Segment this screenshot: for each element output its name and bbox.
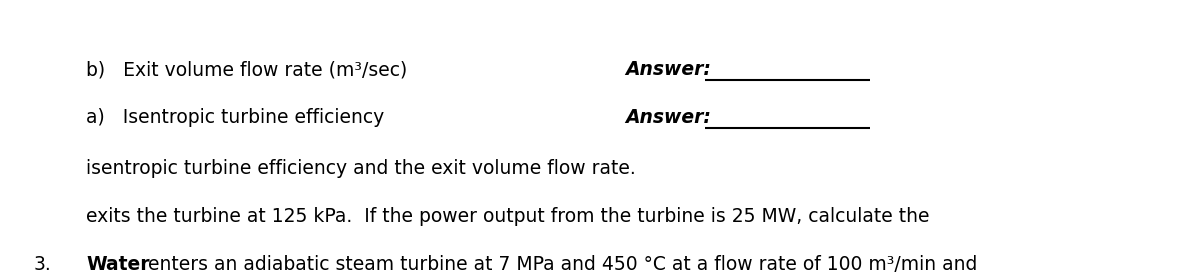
Text: 3.: 3. (34, 255, 52, 274)
Text: Answer:: Answer: (625, 60, 710, 79)
Text: enters an adiabatic steam turbine at 7 MPa and 450 °C at a flow rate of 100 m³/m: enters an adiabatic steam turbine at 7 M… (142, 255, 977, 274)
Text: exits the turbine at 125 kPa.  If the power output from the turbine is 25 MW, ca: exits the turbine at 125 kPa. If the pow… (86, 207, 930, 226)
Text: Water: Water (86, 255, 150, 274)
Text: isentropic turbine efficiency and the exit volume flow rate.: isentropic turbine efficiency and the ex… (86, 159, 636, 178)
Text: a)   Isentropic turbine efficiency: a) Isentropic turbine efficiency (86, 108, 385, 127)
Text: b)   Exit volume flow rate (m³/sec): b) Exit volume flow rate (m³/sec) (86, 60, 408, 79)
Text: Answer:: Answer: (625, 108, 710, 127)
